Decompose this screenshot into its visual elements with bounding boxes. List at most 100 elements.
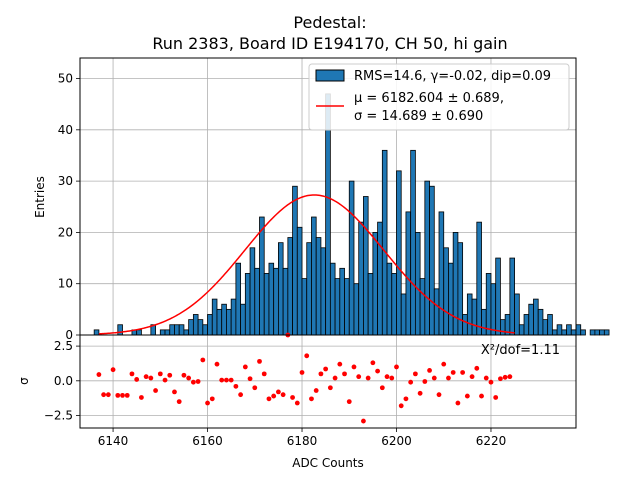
residual-point — [124, 392, 130, 398]
histogram-bar — [377, 221, 383, 336]
residual-point — [309, 396, 314, 402]
histogram-bar — [391, 273, 397, 336]
histogram-bar — [164, 329, 171, 336]
residual-y-tick-label: 2.5 — [54, 339, 73, 353]
residual-point — [337, 361, 343, 367]
histogram-bar — [277, 242, 284, 336]
histogram-bar — [188, 319, 194, 336]
histogram-panel: 0 10 20 30 40 50 Entries RMS=14.6, γ=-0.02, d… — [33, 57, 610, 342]
residual-point — [261, 371, 267, 377]
histogram-bar — [603, 329, 610, 336]
histogram-y-axis-label: Entries — [33, 176, 47, 218]
residual-point — [370, 360, 376, 366]
residual-point — [157, 371, 163, 377]
histogram-bar — [556, 324, 563, 336]
residual-point — [209, 396, 215, 402]
histogram-bar — [438, 211, 445, 336]
histogram-bar — [244, 273, 251, 336]
residual-point — [181, 372, 187, 378]
histogram-bar — [580, 329, 586, 336]
histogram-bar — [329, 262, 336, 336]
histogram-bar — [235, 262, 242, 336]
residual-point — [115, 392, 121, 398]
residual-panel: 2.5 0.0 −2.5 6140 6160 6180 6200 6220 X²/dof=1… — [17, 332, 577, 470]
histogram-bar — [315, 237, 322, 336]
legend-hist-swatch — [315, 69, 345, 82]
histogram-bar — [301, 278, 308, 336]
x-tick-label: 6160 — [192, 434, 223, 448]
residual-point — [110, 367, 116, 373]
residual-point — [120, 392, 125, 398]
histogram-bar — [500, 319, 506, 336]
histogram-bar — [462, 314, 468, 336]
residual-point — [304, 353, 310, 359]
histogram-bar — [259, 216, 265, 336]
residual-point — [351, 364, 357, 370]
histogram-bar — [311, 216, 317, 336]
histogram-bar — [221, 303, 227, 336]
residual-point — [190, 379, 196, 385]
histogram-bar — [178, 324, 185, 336]
histogram-bar — [174, 324, 180, 336]
histogram-bar — [575, 324, 582, 336]
residual-point — [313, 388, 319, 393]
histogram-bar — [197, 319, 204, 336]
residual-point — [153, 388, 158, 393]
residual-plot-frame — [79, 334, 577, 429]
residual-y-tick-label: 0.0 — [54, 374, 73, 388]
legend-box — [308, 63, 570, 131]
residual-point — [408, 379, 414, 385]
residual-point — [323, 366, 329, 372]
histogram-bar — [514, 293, 520, 336]
histogram-bar — [528, 303, 534, 336]
residual-point — [375, 368, 380, 374]
residual-point — [219, 377, 225, 383]
residual-point — [474, 365, 480, 371]
histogram-bar — [287, 237, 293, 336]
histogram-bar — [490, 283, 497, 336]
residual-point — [186, 375, 192, 381]
residual-point — [105, 392, 111, 398]
residual-point — [483, 375, 489, 381]
hist-y-tick-label: 20 — [58, 225, 73, 239]
x-tick-label: 6200 — [381, 434, 412, 448]
histogram-bar — [594, 329, 601, 336]
residual-point — [498, 376, 503, 382]
residual-point — [176, 399, 182, 405]
residual-y-ticks: 2.5 0.0 −2.5 — [44, 339, 80, 423]
histogram-bar — [292, 185, 298, 336]
histogram-bar — [192, 314, 199, 336]
residual-point — [129, 371, 135, 377]
residual-y-tick-label: −2.5 — [44, 409, 73, 423]
residual-point — [276, 389, 281, 395]
histogram-bar — [386, 262, 393, 336]
residual-point — [427, 367, 432, 373]
residual-point — [247, 376, 253, 382]
residual-point — [488, 379, 494, 385]
legend-fit-label-line2: σ = 14.689 ± 0.690 — [354, 109, 483, 124]
histogram-bar — [353, 283, 360, 336]
histogram-bar — [240, 303, 246, 336]
residual-points — [96, 332, 513, 424]
residual-point — [162, 377, 168, 383]
residual-point — [436, 392, 442, 398]
residual-point — [455, 400, 461, 406]
residual-point — [365, 375, 371, 381]
legend-hist-label: RMS=14.6, γ=-0.02, dip=0.09 — [354, 69, 551, 84]
histogram-bar — [542, 319, 549, 336]
residual-point — [143, 374, 149, 380]
x-tick-label: 6140 — [98, 434, 129, 448]
histogram-bar — [466, 293, 473, 336]
histogram-bar — [93, 329, 100, 336]
chart-title-line1: Pedestal: — [293, 13, 366, 32]
histogram-bar — [495, 257, 501, 336]
histogram-y-ticks: 0 10 20 30 40 50 — [58, 72, 80, 342]
residual-point — [167, 372, 173, 378]
histogram-bar — [273, 267, 279, 336]
residual-point — [389, 375, 395, 381]
histogram-bar — [429, 185, 435, 336]
histogram-bar — [443, 247, 449, 336]
residual-point — [332, 375, 338, 381]
residual-point — [507, 374, 513, 380]
residual-point — [361, 418, 366, 424]
